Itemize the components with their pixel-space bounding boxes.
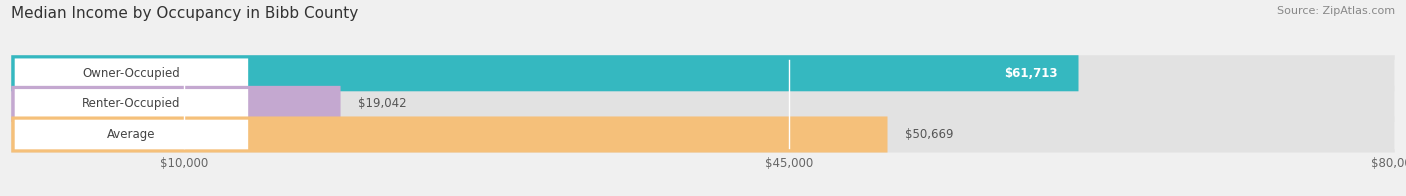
Text: $50,669: $50,669 — [905, 128, 953, 141]
FancyBboxPatch shape — [11, 86, 340, 122]
Text: $19,042: $19,042 — [359, 97, 406, 110]
Text: Average: Average — [107, 128, 156, 141]
FancyBboxPatch shape — [11, 116, 1395, 152]
FancyBboxPatch shape — [11, 86, 1395, 122]
FancyBboxPatch shape — [14, 89, 249, 119]
Text: Median Income by Occupancy in Bibb County: Median Income by Occupancy in Bibb Count… — [11, 6, 359, 21]
FancyBboxPatch shape — [11, 55, 1078, 91]
Text: Owner-Occupied: Owner-Occupied — [83, 67, 180, 80]
FancyBboxPatch shape — [11, 55, 1395, 91]
Text: $61,713: $61,713 — [1004, 67, 1057, 80]
Text: Renter-Occupied: Renter-Occupied — [82, 97, 181, 110]
FancyBboxPatch shape — [14, 58, 249, 88]
FancyBboxPatch shape — [14, 120, 249, 149]
Text: Source: ZipAtlas.com: Source: ZipAtlas.com — [1277, 6, 1395, 16]
FancyBboxPatch shape — [11, 116, 887, 152]
